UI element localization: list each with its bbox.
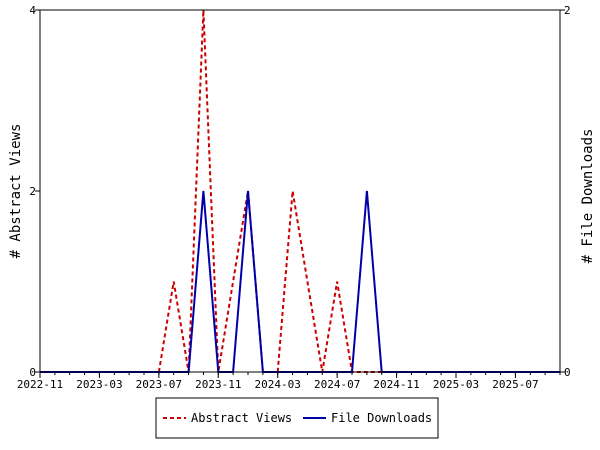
x-tick-label: 2022-11 — [17, 378, 63, 391]
x-tick-label: 2023-03 — [76, 378, 122, 391]
x-tick-label: 2023-07 — [136, 378, 182, 391]
y-left-tick-label: 4 — [29, 4, 36, 17]
y-left-tick-label: 2 — [29, 185, 36, 198]
y-axis-left-label: # Abstract Views — [8, 124, 24, 259]
y-right-tick-label: 2 — [564, 4, 571, 17]
x-tick-label: 2025-03 — [433, 378, 479, 391]
plot-background — [40, 10, 560, 372]
legend-box — [155, 397, 439, 439]
plot-area — [40, 10, 560, 372]
x-tick-label: 2024-11 — [373, 378, 419, 391]
x-tick-label: 2024-03 — [255, 378, 301, 391]
axes-layer: 2022-11 2023-03 2023-07 2023-11 2024-03 2024-… — [17, 4, 571, 391]
legend-label-abstract-views: Abstract Views — [191, 411, 292, 425]
y-right-tick-label: 0 — [564, 366, 571, 379]
y-axis-right-label: # File Downloads — [580, 129, 596, 264]
x-tick-label: 2024-07 — [314, 378, 360, 391]
x-tick-label: 2023-11 — [195, 378, 241, 391]
legend: Abstract Views File Downloads — [155, 397, 439, 439]
y-left-tick-label: 0 — [29, 366, 36, 379]
x-tick-label: 2025-07 — [492, 378, 538, 391]
legend-label-file-downloads: File Downloads — [331, 411, 432, 425]
